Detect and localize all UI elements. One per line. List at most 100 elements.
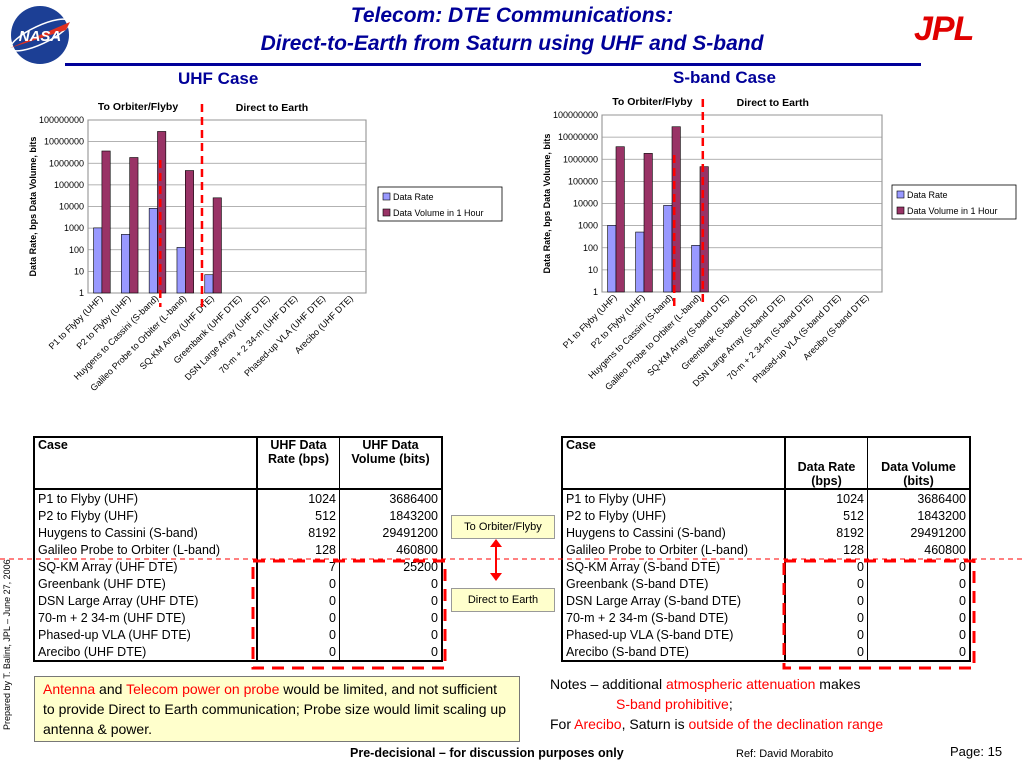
sband-legend-swatch xyxy=(896,190,905,199)
uhf-label-orbiter: To Orbiter/Flyby xyxy=(98,101,178,113)
uhf-bar-data-volume xyxy=(212,197,222,294)
uhf-table-row: SQ-KM Array (UHF DTE) 7 25200 xyxy=(34,558,442,575)
uhf-bar-data-rate xyxy=(176,247,186,294)
sband-cell-rate: 8192 xyxy=(785,524,868,541)
uhf-bar-data-volume xyxy=(185,170,194,294)
uhf-table-row: Huygens to Cassini (S-band) 8192 29491200 xyxy=(34,524,442,541)
sband-col-case: Case xyxy=(562,437,786,490)
uhf-col-rate: UHF Data Rate (bps) xyxy=(257,437,340,490)
uhf-cell-case: Huygens to Cassini (S-band) xyxy=(34,524,258,541)
sband-table-row: DSN Large Array (S-band DTE) 0 0 xyxy=(562,592,970,609)
sband-cell-rate: 512 xyxy=(785,507,868,524)
footer-prepared-by: Prepared by T. Balint, JPL – June 27, 20… xyxy=(2,559,12,730)
sband-y-tick-label: 10000 xyxy=(573,199,598,209)
uhf-bar-data-volume xyxy=(157,131,167,294)
probe-note-box: Antenna and Telecom power on probe would… xyxy=(34,676,520,742)
sband-y-tick-label: 10000000 xyxy=(558,132,598,142)
sband-cell-volume: 460800 xyxy=(924,542,966,557)
uhf-cell-volume: 460800 xyxy=(396,542,438,557)
page-title-line1: Telecom: DTE Communications: xyxy=(350,4,674,27)
sband-cell-volume: 0 xyxy=(959,610,966,625)
footer-ref: Ref: David Morabito xyxy=(736,748,834,760)
uhf-bar-data-rate xyxy=(93,227,103,294)
sband-cell-volume: 0 xyxy=(959,644,966,659)
sband-cell-case: Arecibo (S-band DTE) xyxy=(562,643,786,661)
sband-legend: Data Rate Data Volume in 1 Hour xyxy=(891,184,1017,220)
uhf-case-heading: UHF Case xyxy=(178,69,259,88)
note-telecom-power: Telecom power on probe xyxy=(126,681,280,697)
note-antenna: Antenna xyxy=(43,681,96,697)
uhf-cell-rate: 7 xyxy=(257,558,340,575)
sband-cell-volume: 1843200 xyxy=(917,508,966,523)
uhf-cell-case: DSN Large Array (UHF DTE) xyxy=(34,592,258,609)
uhf-table-row: Greenbank (UHF DTE) 0 0 xyxy=(34,575,442,592)
sband-cell-case: Phased-up VLA (S-band DTE) xyxy=(562,626,786,643)
sband-bar-data-volume xyxy=(671,126,681,293)
sband-legend-label: Data Rate xyxy=(907,190,948,200)
uhf-y-tick-label: 1000000 xyxy=(49,158,84,168)
uhf-col-case: Case xyxy=(34,437,258,490)
sband-cell-rate: 0 xyxy=(785,626,868,643)
sband-cell-volume: 3686400 xyxy=(917,491,966,506)
uhf-y-tick-label: 1 xyxy=(79,288,84,298)
sband-bar-data-rate xyxy=(663,205,673,293)
sband-cell-rate: 0 xyxy=(785,609,868,626)
sband-y-tick-label: 100000000 xyxy=(553,110,598,120)
uhf-y-tick-label: 1000 xyxy=(64,223,84,233)
sband-cell-case: SQ-KM Array (S-band DTE) xyxy=(562,558,786,575)
sband-label-dte: Direct to Earth xyxy=(737,97,809,109)
sband-legend-swatch xyxy=(896,206,905,215)
sband-y-axis-label: Data Rate, bps Data Volume, bits xyxy=(542,134,552,274)
uhf-cell-rate: 1024 xyxy=(257,489,340,507)
uhf-legend: Data Rate Data Volume in 1 Hour xyxy=(377,186,503,222)
uhf-y-tick-label: 10000 xyxy=(59,202,84,212)
sband-bar-data-volume xyxy=(615,146,625,293)
sband-cell-case: Huygens to Cassini (S-band) xyxy=(562,524,786,541)
uhf-cell-case: Greenbank (UHF DTE) xyxy=(34,575,258,592)
sband-y-tick-label: 1000 xyxy=(578,221,598,231)
sband-legend-box xyxy=(891,184,1017,220)
uhf-table-row: P1 to Flyby (UHF) 1024 3686400 xyxy=(34,489,442,507)
sband-cell-volume: 0 xyxy=(959,559,966,574)
sband-case-heading: S-band Case xyxy=(673,68,776,87)
sband-table-row: P1 to Flyby (UHF) 1024 3686400 xyxy=(562,489,970,507)
page-title-line2: Direct-to-Earth from Saturn using UHF an… xyxy=(260,32,764,55)
sband-table-row: P2 to Flyby (UHF) 512 1843200 xyxy=(562,507,970,524)
uhf-cell-volume: 0 xyxy=(431,593,438,608)
sband-y-tick-label: 1000000 xyxy=(563,154,598,164)
sband-col-rate: Data Rate (bps) xyxy=(785,437,868,490)
uhf-cell-case: Phased-up VLA (UHF DTE) xyxy=(34,626,258,643)
notes-line1: Notes – additional atmospheric attenuati… xyxy=(550,676,861,692)
uhf-cell-rate: 0 xyxy=(257,609,340,626)
nasa-logo: NASA xyxy=(9,6,71,64)
sband-bar-data-volume xyxy=(643,153,653,293)
uhf-table-header: Case UHF Data Rate (bps) UHF Data Volume… xyxy=(34,437,442,490)
middle-label-orbiter: To Orbiter/Flyby xyxy=(451,515,555,539)
uhf-cell-rate: 0 xyxy=(257,626,340,643)
uhf-cell-volume: 25200 xyxy=(403,559,438,574)
sband-cell-volume: 0 xyxy=(959,627,966,642)
uhf-cell-volume: 0 xyxy=(431,644,438,659)
sband-cell-volume: 29491200 xyxy=(910,525,966,540)
sband-cell-rate: 0 xyxy=(785,558,868,575)
notes-block: Notes – additional atmospheric attenuati… xyxy=(550,674,1020,734)
uhf-table-row: Phased-up VLA (UHF DTE) 0 0 xyxy=(34,626,442,643)
sband-y-tick-label: 1 xyxy=(593,287,598,297)
sband-table-row: Greenbank (S-band DTE) 0 0 xyxy=(562,575,970,592)
footer-page: Page: 15 xyxy=(950,744,1003,759)
sband-table: Case Data Rate (bps) Data Volume (bits) … xyxy=(561,436,971,662)
footer-predecisional: Pre-decisional – for discussion purposes… xyxy=(350,746,624,760)
title-divider xyxy=(65,63,921,66)
uhf-cell-case: P2 to Flyby (UHF) xyxy=(34,507,258,524)
sband-cell-case: DSN Large Array (S-band DTE) xyxy=(562,592,786,609)
sband-cell-case: P2 to Flyby (UHF) xyxy=(562,507,786,524)
note-and: and xyxy=(95,681,127,697)
uhf-cell-volume: 29491200 xyxy=(382,525,438,540)
uhf-cell-rate: 128 xyxy=(257,541,340,558)
uhf-legend-swatch xyxy=(382,192,391,201)
uhf-cell-volume: 0 xyxy=(431,610,438,625)
uhf-table-row: Galileo Probe to Orbiter (L-band) 128 4608… xyxy=(34,541,442,558)
uhf-table-row: 70-m + 2 34-m (UHF DTE) 0 0 xyxy=(34,609,442,626)
uhf-bar-data-volume xyxy=(101,150,111,294)
sband-cell-case: 70-m + 2 34-m (S-band DTE) xyxy=(562,609,786,626)
